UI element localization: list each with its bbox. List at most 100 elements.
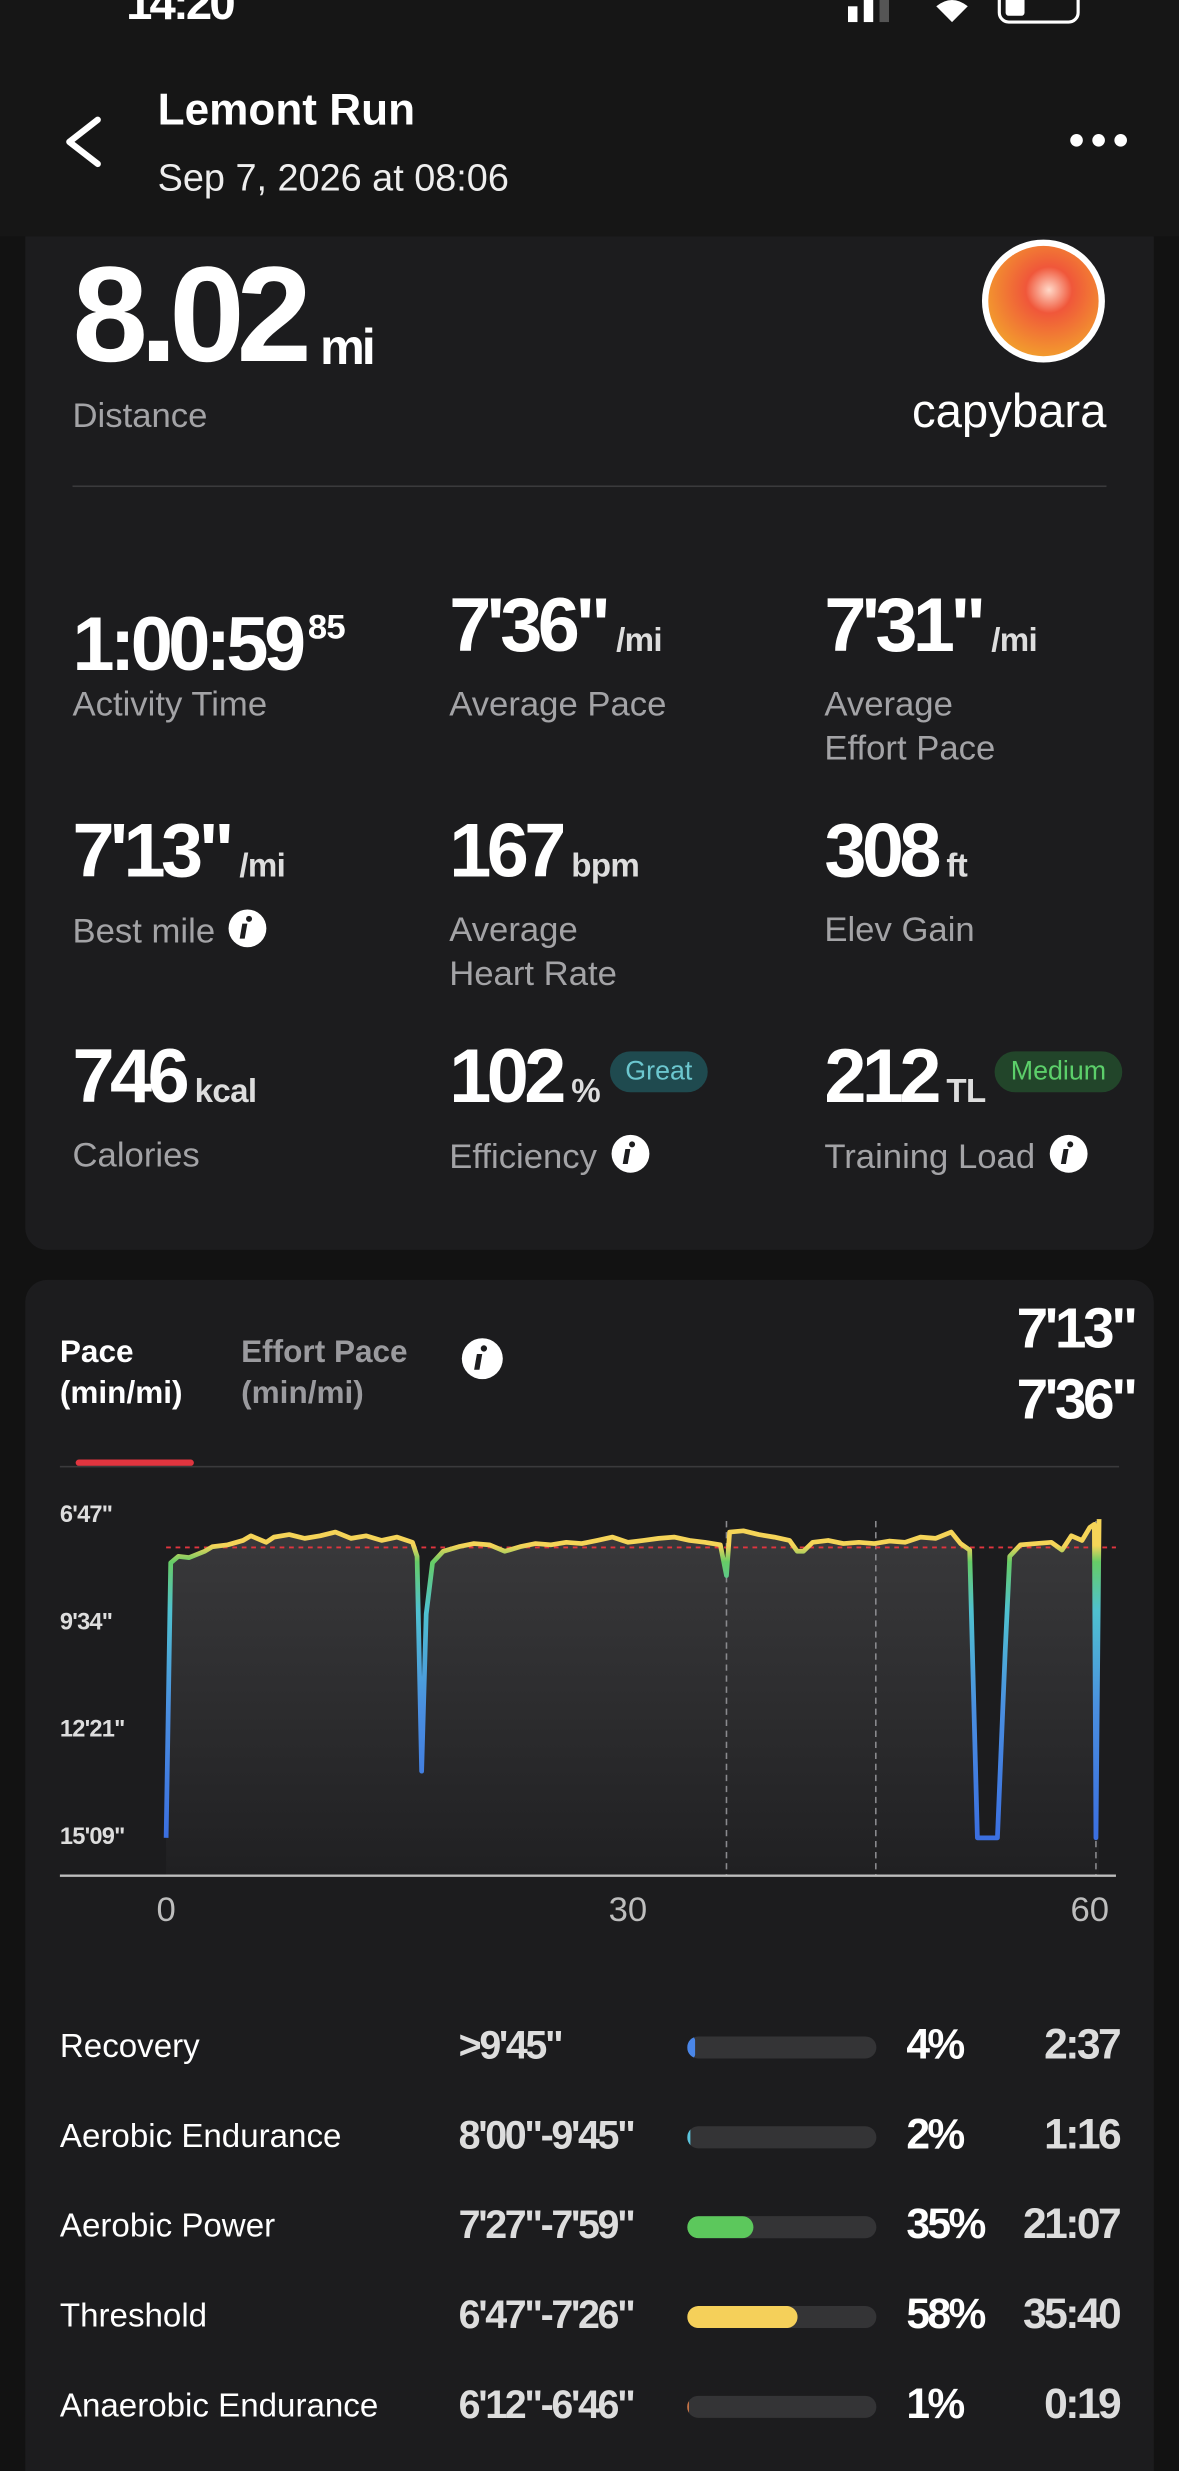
metric-number: 1:00:59 <box>72 603 307 688</box>
metric-label-text: Calories <box>72 1134 200 1175</box>
info-stem <box>240 923 249 939</box>
metric-superscript: 85 <box>307 606 346 647</box>
back-button[interactable] <box>57 110 114 173</box>
zone-percent: 1% <box>906 2380 965 2428</box>
zone-range: >9'45" <box>458 2023 564 2068</box>
metric-unit: % <box>571 1073 601 1110</box>
zone-time: 2:37 <box>1044 2020 1121 2068</box>
zone-row: Recovery >9'45" 4% 2:37 <box>0 2018 1179 2081</box>
metric-unit: bpm <box>571 847 640 885</box>
zone-row: Aerobic Endurance 8'00"-9'45" 2% 1:16 <box>0 2107 1179 2170</box>
info-circle <box>1049 1134 1088 1173</box>
summary-card <box>25 236 1154 1250</box>
zone-name: Recovery <box>59 2028 200 2065</box>
metric-label-text: Effort Pace <box>824 728 996 768</box>
info-icon[interactable] <box>228 908 269 949</box>
more-button[interactable] <box>1066 126 1135 154</box>
metric-number: 212 <box>824 1035 941 1120</box>
metric-label-text: Heart Rate <box>449 953 617 994</box>
zone-time: 1:16 <box>1044 2110 1121 2158</box>
stat-value: 7'36" <box>1016 1366 1138 1432</box>
metric-label: Activity Time <box>73 682 268 726</box>
avatar[interactable] <box>979 236 1111 368</box>
zone-name: Threshold <box>59 2298 208 2335</box>
zone-track <box>687 2126 877 2149</box>
info-circle <box>611 1134 650 1173</box>
x-tick-label: 60 <box>1070 1891 1109 1929</box>
metric-value: 308 ft <box>824 811 968 908</box>
metric-number: 167 <box>449 810 566 894</box>
zone-row: Anaerobic Endurance 6'12"-6'46" 1% 0:19 <box>0 2377 1179 2440</box>
info-stem <box>1060 1149 1069 1165</box>
zone-bar <box>687 2395 690 2418</box>
metric-unit: /mi <box>991 622 1038 659</box>
metric-number: 7'13" <box>72 810 235 894</box>
metric-unit: /mi <box>616 622 663 659</box>
status-time: 14:20 <box>126 0 236 30</box>
tab[interactable]: Effort Pace (min/mi) <box>241 1332 407 1414</box>
zone-range: 6'47"-7'26" <box>458 2293 636 2338</box>
metric-label-text: Activity Time <box>72 684 268 724</box>
tab[interactable]: Pace (min/mi) <box>60 1332 183 1414</box>
metric-unit: ft <box>946 847 968 885</box>
y-tick-label: 9'34" <box>60 1609 112 1635</box>
tab-text: (min/mi) <box>59 1376 183 1411</box>
x-tick-label: 30 <box>609 1891 648 1929</box>
metric-number: 7'36" <box>449 584 611 669</box>
metric-label: Best mile <box>73 908 269 954</box>
metric-number: 746 <box>72 1035 190 1120</box>
zone-track <box>687 2395 877 2418</box>
metric-label-text: Best mile <box>72 911 216 951</box>
metric-badge: Great <box>609 1051 709 1093</box>
metric-label-text: Average <box>449 909 578 949</box>
zone-bar <box>687 2126 691 2149</box>
divider <box>72 485 1107 488</box>
metric-label: Average Pace <box>449 682 666 726</box>
metric-label: Average Effort Pace <box>824 682 995 770</box>
zone-track <box>687 2305 877 2329</box>
tab-text: Effort Pace <box>241 1335 408 1370</box>
metric-label-text: Elev Gain <box>824 909 975 949</box>
distance-unit: mi <box>319 318 376 376</box>
stat-value: 7'13" <box>1016 1295 1138 1361</box>
tab-text: Pace <box>59 1335 134 1370</box>
zone-range: 6'12"-6'46" <box>458 2383 636 2428</box>
info-dot <box>246 915 253 922</box>
username: capybara <box>911 386 1107 439</box>
metric-unit: kcal <box>194 1073 257 1110</box>
metric-badge: Medium <box>995 1051 1122 1093</box>
title: Lemont Run <box>157 85 416 134</box>
info-icon[interactable] <box>460 1337 504 1381</box>
pace-line <box>163 1519 1102 1841</box>
subtitle: Sep 7, 2026 at 08:06 <box>157 157 509 201</box>
zone-range: 7'27"-7'59" <box>458 2203 636 2248</box>
metric-label: Calories <box>73 1133 200 1177</box>
metric-value: 102 %Great <box>449 1036 709 1133</box>
info-stem <box>622 1149 630 1165</box>
metric-label: Elev Gain <box>824 908 974 952</box>
metric-value: 7'31"/mi <box>824 586 1037 682</box>
divider <box>59 1465 1120 1468</box>
metric-unit: /mi <box>239 847 286 885</box>
pace-chart: 6'47" 9'34" 12'21" 15'09" 0 30 60 <box>60 1502 1116 1929</box>
metric-label: Efficiency <box>449 1133 650 1179</box>
zone-row: Aerobic Power 7'27"-7'59" 35% 21:07 <box>0 2197 1179 2260</box>
zone-percent: 35% <box>906 2200 986 2248</box>
metric-label: Training Load <box>824 1133 1088 1179</box>
metric-value: 7'13"/mi <box>72 810 286 908</box>
y-tick-label: 15'09" <box>60 1824 125 1850</box>
metric-label-text: Average Pace <box>449 684 667 724</box>
pace-area <box>166 1519 1100 1876</box>
zone-time: 0:19 <box>1044 2380 1121 2428</box>
zone-name: Aerobic Power <box>59 2208 276 2245</box>
info-circle <box>229 909 268 948</box>
distance-value: 8.02 <box>72 239 312 391</box>
distance-label: Distance <box>72 395 208 436</box>
zone-bar <box>687 2036 695 2059</box>
info-icon[interactable] <box>610 1133 651 1174</box>
info-icon[interactable] <box>1048 1133 1089 1174</box>
x-tick-label: 0 <box>156 1891 175 1929</box>
zone-bar <box>687 2216 754 2239</box>
zone-track <box>687 2036 877 2059</box>
